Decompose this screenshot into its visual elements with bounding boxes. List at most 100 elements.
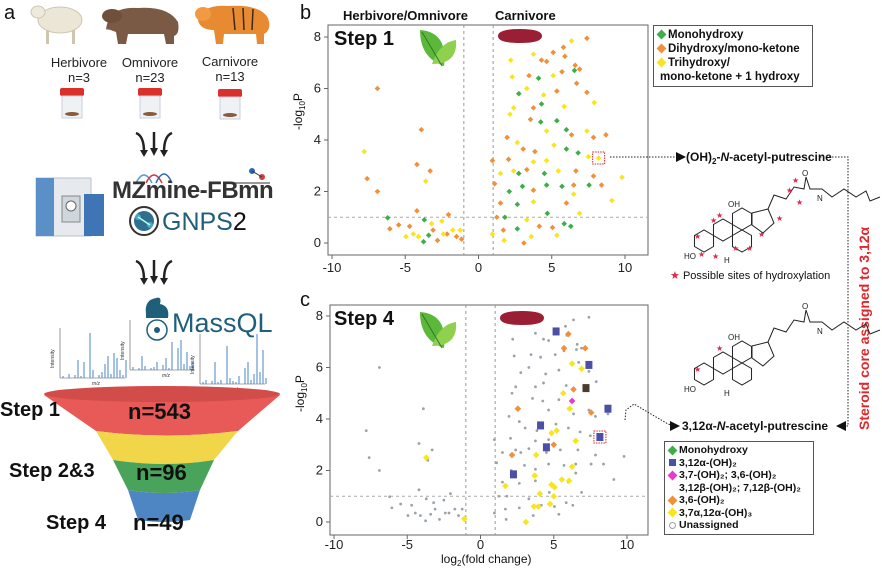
funnel-band-step2-3 [96, 431, 238, 464]
point-diamond [570, 182, 577, 188]
plot-b-ylabel: -log10P [291, 93, 307, 130]
point-diamond [414, 161, 420, 168]
point-unassigned [606, 412, 610, 416]
point-diamond [559, 68, 565, 75]
point-diamond [461, 515, 468, 523]
point-diamond [521, 240, 527, 246]
point-diamond [425, 232, 432, 239]
leaf-icon [420, 312, 457, 349]
point-diamond [439, 218, 445, 224]
point-unassigned [430, 448, 434, 452]
point-unassigned [531, 397, 534, 400]
point-diamond [530, 51, 537, 58]
point-diamond [414, 208, 420, 214]
point-unassigned [612, 478, 616, 481]
massql-logo: MassQL [172, 308, 273, 338]
point-diamond [524, 85, 530, 92]
point-diamond [555, 168, 562, 174]
point-diamond [522, 518, 530, 526]
group-name: Carnivore [201, 54, 259, 69]
point-unassigned [576, 448, 580, 452]
legend-item-other-dihydroxy: 3,7-(OH)₂; 3,6-(OH)₂ 3,12β-(OH)₂; 7,12β-(… [667, 469, 809, 494]
point-diamond [563, 126, 570, 133]
point-unassigned [507, 415, 511, 418]
xlabel-sub: 2 [457, 559, 462, 568]
point-diamond [619, 174, 625, 181]
point-diamond [524, 166, 530, 173]
plot-c-step-title: Step 4 [334, 308, 395, 330]
ylabel-sub: 10 [298, 101, 307, 110]
point-diamond [505, 156, 512, 163]
funnel-step1-count: n=543 [128, 399, 191, 424]
spectrum-plot-1: Intensity m/z [50, 328, 127, 387]
point-diamond [420, 238, 427, 245]
compound-prefix: 3,12α- [682, 419, 717, 433]
compound-suffix: -acetyl-putrescine [729, 150, 832, 164]
point-diamond [609, 197, 615, 204]
compound-label-3-12a: 3,12α-N-acetyl-putrescine [682, 419, 828, 433]
point-unassigned [388, 495, 392, 499]
spectrum-xlabel: m/z [162, 373, 171, 379]
point-unassigned [580, 490, 583, 494]
animal-illustrations [30, 5, 270, 44]
y-tick-label: 2 [314, 184, 321, 199]
point-diamond [575, 150, 581, 156]
point-diamond [519, 183, 526, 190]
point-unassigned [509, 436, 512, 440]
point-unassigned [574, 462, 578, 466]
point-diamond [515, 170, 522, 177]
point-diamond [489, 157, 496, 164]
point-unassigned [443, 511, 447, 515]
plot-c-xlabel: log2(fold change) [441, 553, 532, 570]
point-diamond [427, 168, 433, 174]
point-diamond [421, 217, 428, 223]
point-diamond [501, 237, 507, 244]
point-unassigned [558, 448, 562, 452]
gnps2-logo: GNPS2 [162, 208, 247, 237]
legend-label: Monohydroxy [679, 444, 748, 456]
point-diamond [548, 481, 555, 488]
point-diamond [406, 223, 413, 230]
legend-label: Unassigned [679, 519, 739, 531]
hydroxylation-note: ★ Possible sites of hydroxylation [670, 269, 830, 282]
point-unassigned [542, 381, 545, 385]
sample-jars [60, 88, 242, 120]
point-diamond [565, 477, 573, 485]
point-unassigned [544, 372, 548, 376]
y-tick-label: 0 [316, 514, 323, 529]
sample-jar-icon [138, 88, 162, 119]
point-unassigned [527, 497, 531, 501]
point-diamond [560, 44, 567, 51]
point-unassigned [501, 451, 504, 454]
mzmine-peaks-icon [135, 168, 270, 184]
point-diamond [497, 170, 504, 177]
point-unassigned [432, 501, 436, 505]
group-count: n=3 [67, 70, 91, 85]
point-unassigned [574, 471, 578, 475]
x-tick-label: 5 [550, 537, 557, 552]
x-tick-label: 5 [548, 260, 555, 275]
sample-jar-icon [60, 88, 84, 119]
point-unassigned [419, 514, 422, 517]
y-tick-label: 0 [314, 235, 321, 250]
legend-item-trihydroxy: 3,7α,12α-(OH)₃ [667, 507, 809, 520]
mass-spectrometer-icon [35, 177, 104, 237]
point-diamond [453, 233, 460, 240]
x-tick-label: -10 [325, 537, 344, 552]
ylabel-end: P [293, 375, 307, 384]
spectrum-plot-2: Intensity m/z [120, 320, 195, 379]
funnel-step4-label: Step 4 [46, 512, 107, 534]
legend-item-3-12a: 3,12α-(OH)₂ [669, 457, 809, 470]
legend-item-trihydroxy: Trihydroxy/mono-ketone + 1 hydroxy [656, 56, 808, 84]
point-unassigned [424, 519, 427, 523]
xlabel-end: (fold change) [461, 552, 532, 566]
y-tick-label: 6 [314, 81, 321, 96]
compound-italic: N [716, 419, 726, 433]
point-unassigned [523, 426, 527, 430]
point-diamond [507, 57, 514, 63]
point-diamond [428, 220, 435, 227]
point-diamond [568, 360, 576, 367]
point-diamond [549, 224, 556, 231]
compound-prefix: (OH) [686, 150, 712, 164]
point-diamond [567, 223, 574, 230]
